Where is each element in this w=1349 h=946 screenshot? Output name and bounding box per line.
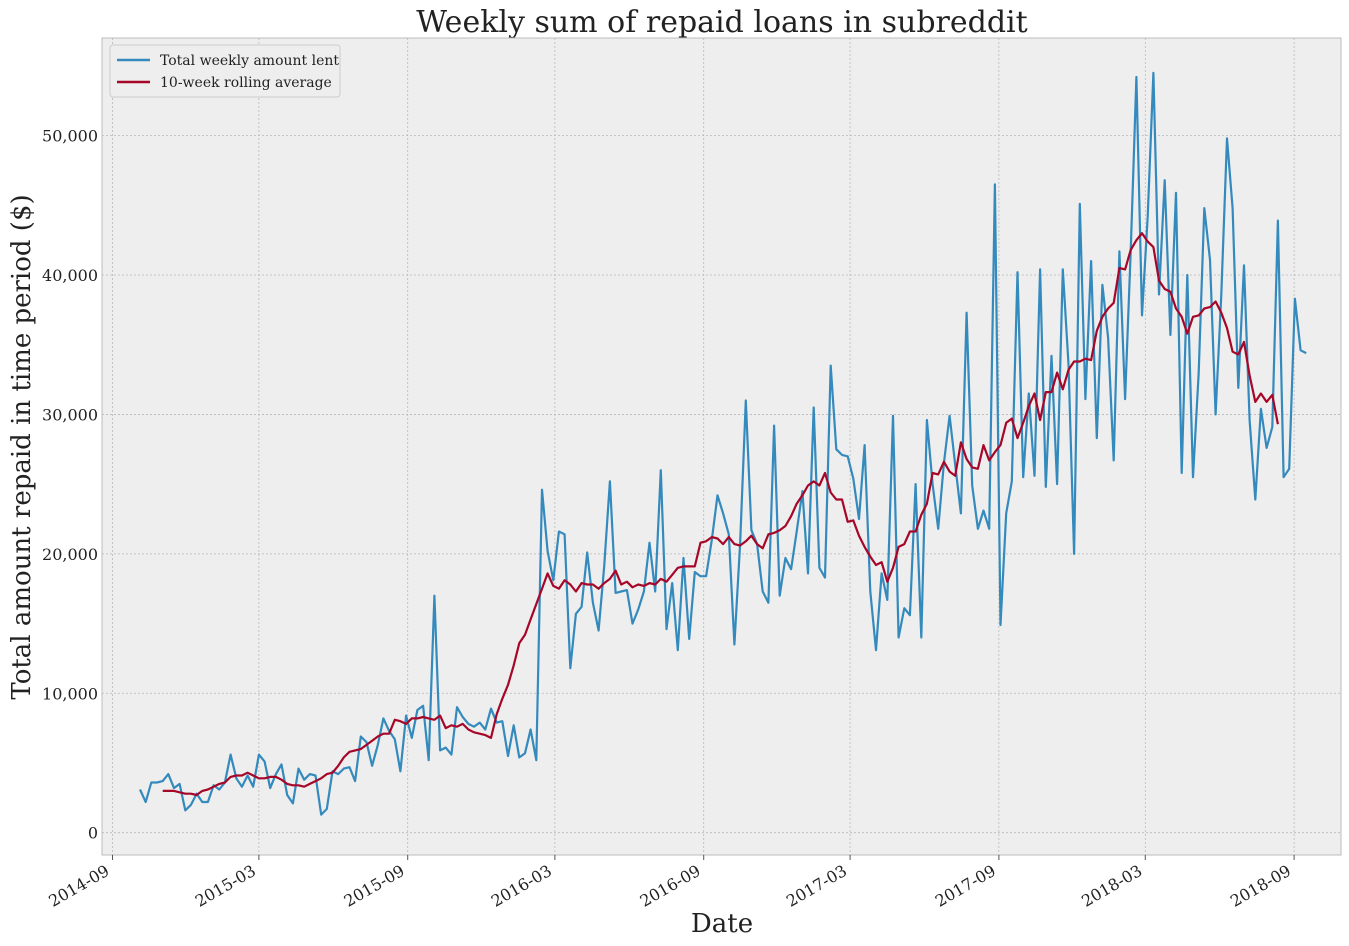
- legend: Total weekly amount lent 10-week rolling…: [109, 44, 341, 98]
- x-tick-label: 2014-09: [45, 861, 112, 911]
- y-tick-label: 30,000: [42, 405, 98, 424]
- series-line-weekly-total: [138, 71, 1307, 816]
- x-tick-label: 2017-09: [932, 861, 999, 911]
- plot-area: [101, 37, 1342, 856]
- x-tick-label: 2018-03: [1078, 861, 1145, 911]
- y-tick-label: 0: [88, 824, 98, 843]
- y-tick-label: 20,000: [42, 545, 98, 564]
- y-tick-label: 40,000: [42, 266, 98, 285]
- legend-box: [109, 44, 341, 98]
- x-tick-label: 2015-09: [341, 861, 408, 911]
- y-tick-label: 50,000: [42, 127, 98, 146]
- legend-label-weekly: Total weekly amount lent: [160, 53, 339, 69]
- x-tick-label: 2017-03: [783, 861, 850, 911]
- grid-lines: [102, 38, 1341, 855]
- x-axis-ticks: 2014-09 2015-03 2015-09 2016-03 2016-09 2017-…: [45, 855, 1295, 911]
- y-tick-label: 10,000: [42, 684, 98, 703]
- y-axis-ticks: 0 10,000 20,000 30,000 40,000 50,000: [42, 127, 98, 843]
- x-tick-label: 2015-03: [192, 861, 259, 911]
- legend-label-rolling: 10-week rolling average: [160, 75, 332, 91]
- series-lines: [138, 71, 1307, 816]
- series-line-rolling-average: [162, 232, 1279, 797]
- x-tick-label: 2018-09: [1227, 861, 1294, 911]
- chart-title: Weekly sum of repaid loans in subreddit: [416, 5, 1027, 40]
- x-tick-label: 2016-09: [637, 861, 704, 911]
- x-tick-label: 2016-03: [488, 861, 555, 911]
- y-axis-label: Total amount repaid in time period ($): [7, 194, 37, 699]
- x-axis-label: Date: [691, 909, 753, 939]
